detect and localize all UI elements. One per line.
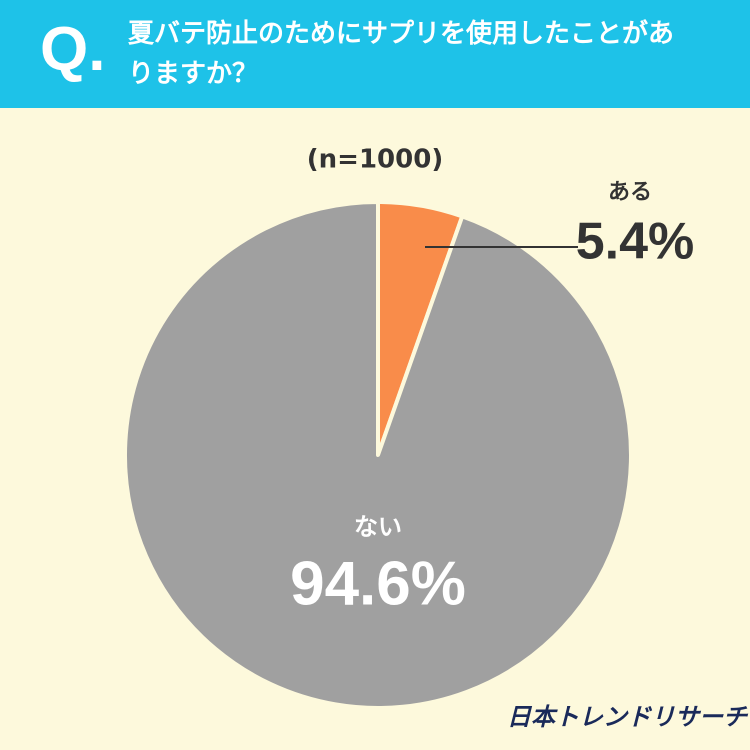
pie-slice [123, 200, 633, 710]
chart-title: 夏バテ防止のためにサプリを使用したことがありますか？ [128, 19, 675, 89]
category-label: ある [608, 180, 652, 205]
chart-subtitle: (n=1000) [307, 145, 443, 175]
source: 日本トレンドリサーチ [507, 703, 749, 731]
header: Q. 夏バテ防止のためにサプリを使用したことがありますか？ [0, 0, 750, 108]
value-label: 5.4% [576, 213, 695, 271]
value-label: 94.6% [290, 549, 466, 618]
category-label: ない [354, 513, 402, 541]
question-marker: Q. [40, 15, 106, 84]
